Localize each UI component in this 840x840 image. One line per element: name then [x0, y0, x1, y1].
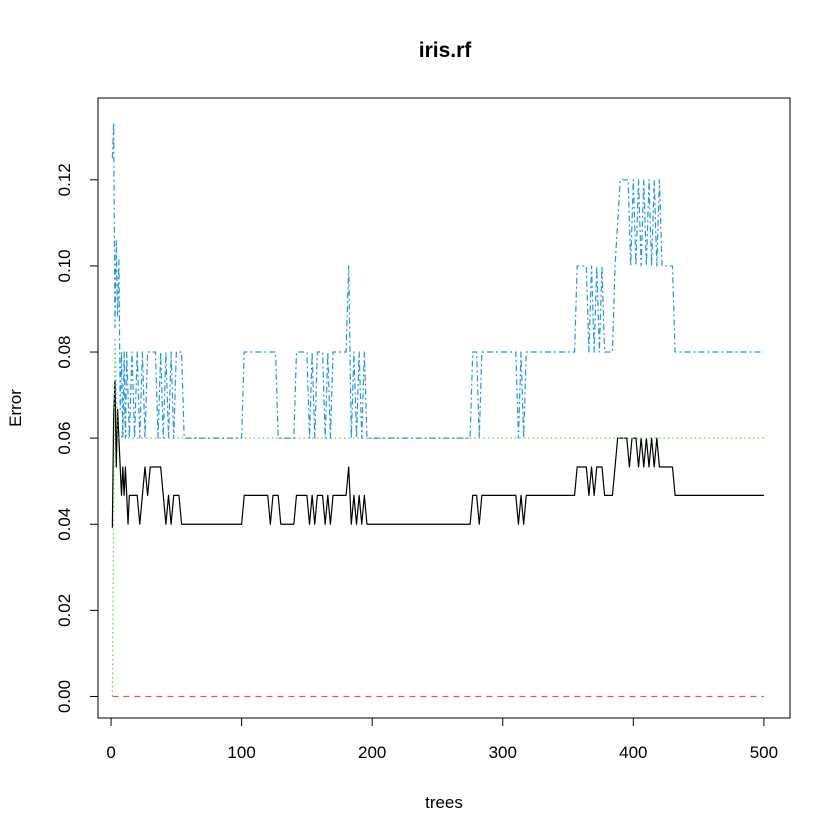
x-tick-label: 100 — [227, 743, 255, 762]
x-tick-label: 300 — [489, 743, 517, 762]
x-axis: 0 100 200 300 400 500 — [106, 717, 778, 762]
oob-error-line — [111, 380, 764, 528]
y-tick-label: 0.00 — [55, 680, 74, 713]
y-tick-label: 0.02 — [55, 594, 74, 627]
y-tick-label: 0.04 — [55, 508, 74, 541]
x-tick-label: 200 — [358, 743, 386, 762]
y-tick-label: 0.12 — [55, 163, 74, 196]
y-tick-label: 0.08 — [55, 335, 74, 368]
x-tick-label: 500 — [750, 743, 778, 762]
y-tick-label: 0.06 — [55, 422, 74, 455]
y-axis-label: Error — [6, 389, 25, 427]
x-axis-label: trees — [425, 793, 463, 812]
chart-title: iris.rf — [419, 39, 473, 62]
class-3-error-line — [111, 121, 764, 439]
y-tick-label: 0.10 — [55, 249, 74, 282]
series-layer — [111, 121, 764, 698]
x-tick-label: 0 — [106, 743, 115, 762]
x-tick-label: 400 — [619, 743, 647, 762]
y-axis: 0.00 0.02 0.04 0.06 0.08 0.10 0.12 — [55, 163, 99, 713]
